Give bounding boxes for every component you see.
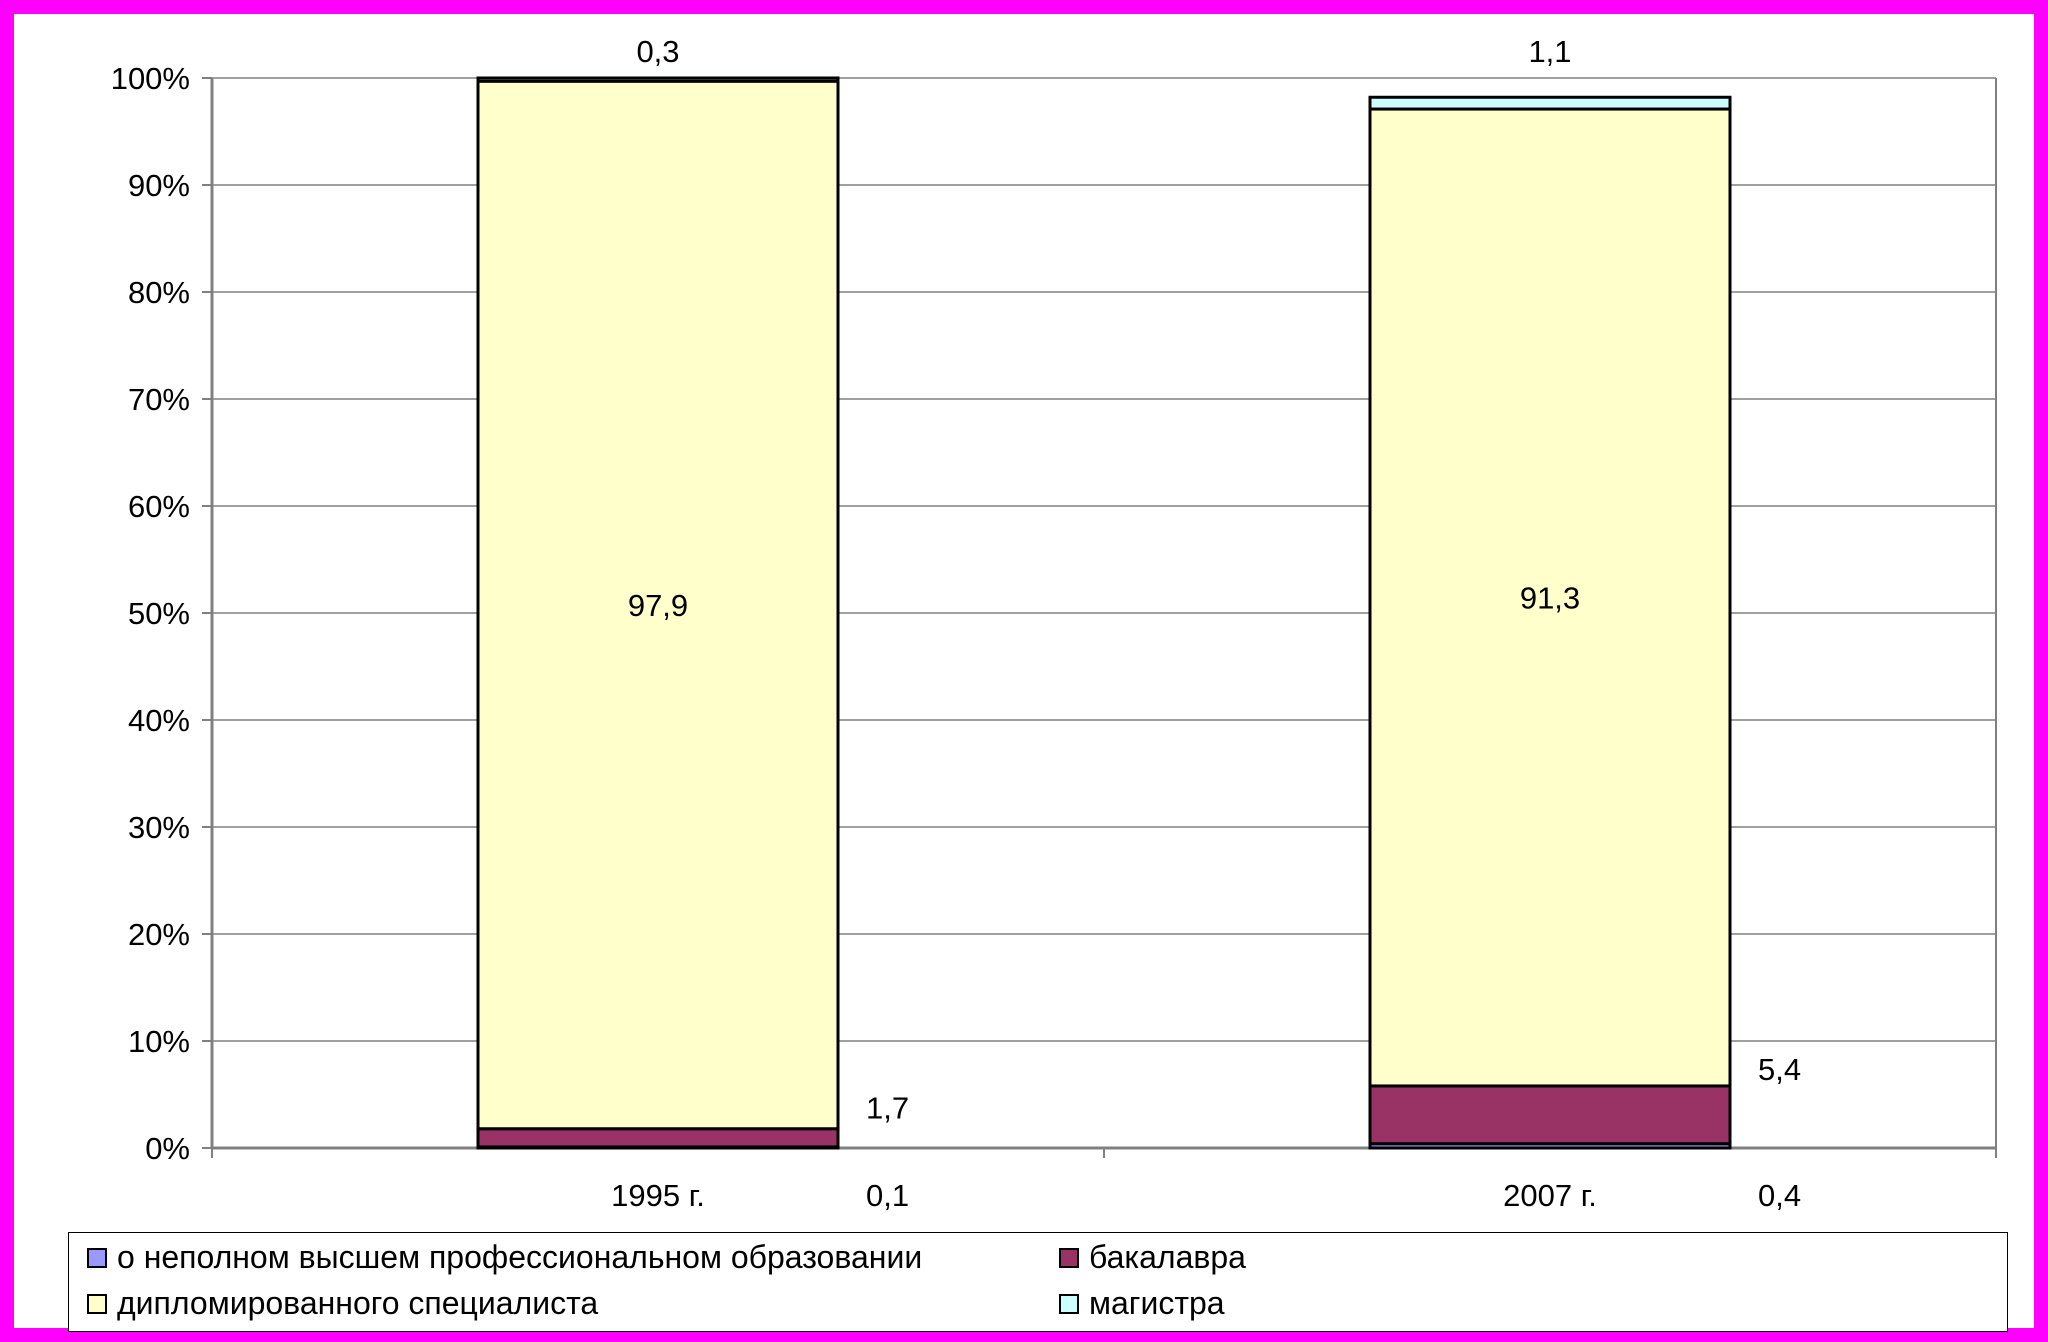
y-tick-label: 20% <box>128 917 190 952</box>
data-label: 1,7 <box>866 1091 909 1126</box>
chart-legend: о неполном высшем профессиональном образ… <box>68 1232 2008 1332</box>
data-label: 91,3 <box>1520 580 1580 615</box>
y-tick-label: 0% <box>145 1131 190 1166</box>
bar-segment <box>1368 95 1732 111</box>
x-tick-label: 1995 г. <box>611 1178 705 1213</box>
legend-label-bachelor: бакалавра <box>1089 1239 1246 1275</box>
legend-swatch-specialist <box>87 1293 107 1314</box>
data-label: 1,1 <box>1528 34 1571 69</box>
legend-swatch-master <box>1059 1293 1079 1314</box>
data-label: 5,4 <box>1758 1052 1801 1087</box>
y-tick-label: 60% <box>128 489 190 524</box>
y-tick-label: 10% <box>128 1024 190 1059</box>
data-label: 97,9 <box>628 588 688 623</box>
bar-segment <box>476 76 840 83</box>
chart-frame: 0% 10% 20% 30% 40% 50% 60% 70% 80% 90% 100% 1995 г.… <box>14 14 2034 1332</box>
y-tick-label: 40% <box>128 703 190 738</box>
legend-item-specialist: дипломированного специалиста <box>87 1285 598 1322</box>
x-tick-label: 2007 г. <box>1503 1178 1597 1213</box>
chart-plot: 0% 10% 20% 30% 40% 50% 60% 70% 80% 90% 100% 1995 г.… <box>111 34 1997 1213</box>
y-tick-label: 100% <box>111 61 190 96</box>
y-tick-label: 70% <box>128 382 190 417</box>
bar-segment <box>1368 1084 1732 1146</box>
legend-item-bachelor: бакалавра <box>1059 1239 1246 1276</box>
y-tick-label: 80% <box>128 275 190 310</box>
legend-item-master: магистра <box>1059 1285 1225 1322</box>
bar-segment <box>476 1127 840 1149</box>
legend-item-incomplete-higher: о неполном высшем профессиональном образ… <box>87 1239 922 1276</box>
bar-segment <box>476 79 840 1131</box>
data-label: 0,1 <box>866 1178 909 1213</box>
legend-label-specialist: дипломированного специалиста <box>117 1285 599 1321</box>
y-tick-label: 30% <box>128 810 190 845</box>
data-label: 0,4 <box>1758 1178 1801 1213</box>
legend-swatch-bachelor <box>1059 1247 1079 1268</box>
legend-swatch-incomplete-higher <box>87 1247 107 1268</box>
bar-segment <box>1368 107 1732 1088</box>
legend-label-incomplete-higher: о неполном высшем профессиональном образ… <box>117 1239 923 1275</box>
data-label: 0,3 <box>636 34 679 69</box>
legend-label-master: магистра <box>1089 1285 1225 1321</box>
y-tick-label: 50% <box>128 596 190 631</box>
y-tick-label: 90% <box>128 168 190 203</box>
